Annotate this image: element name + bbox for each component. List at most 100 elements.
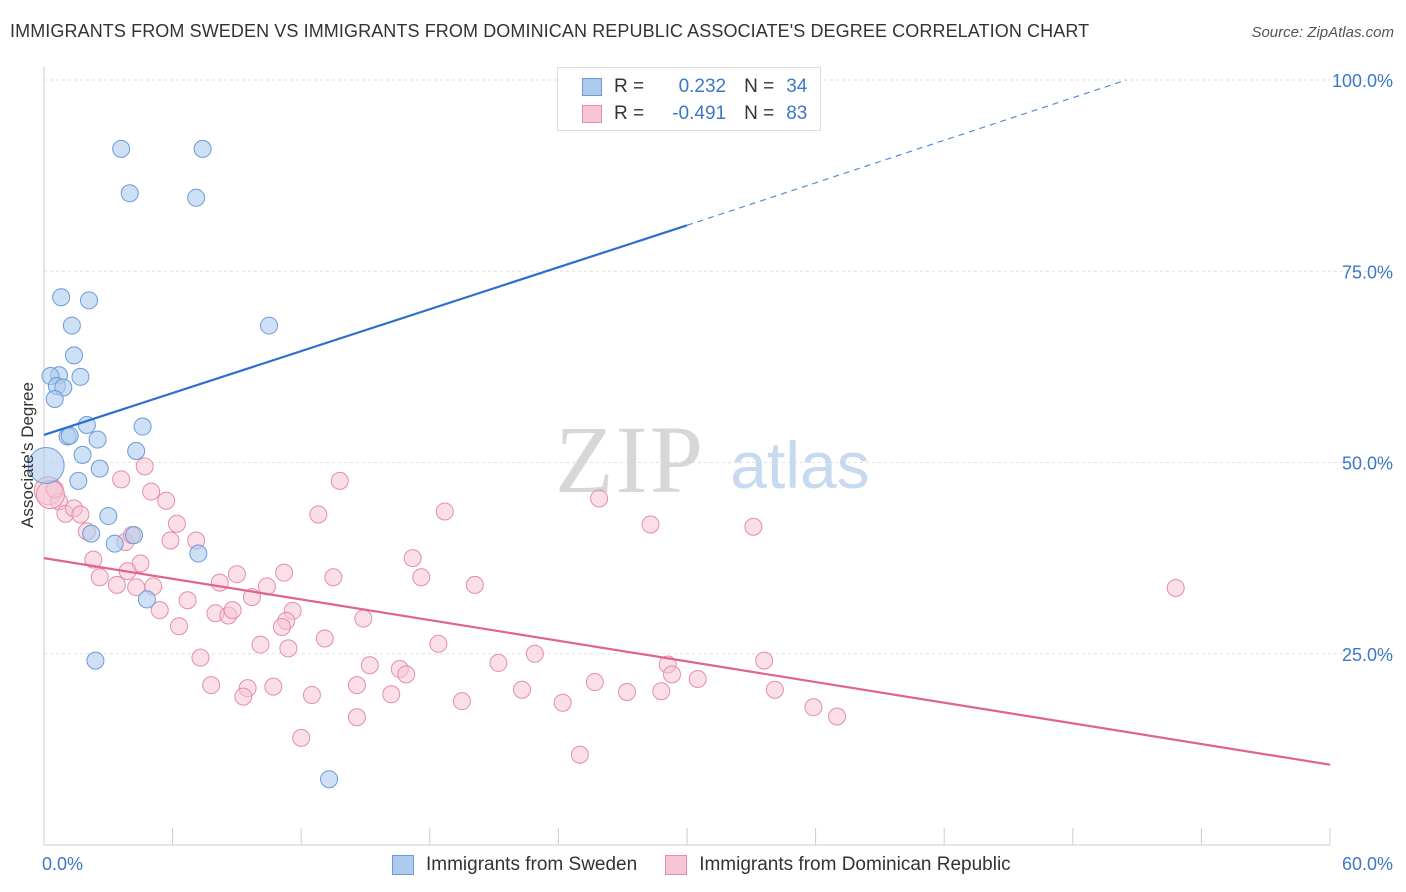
sweden-point (62, 316, 81, 335)
source-label: Source: ZipAtlas.com (1251, 24, 1394, 41)
sweden-point (65, 346, 84, 365)
sweden-r-value: 0.232 (678, 76, 727, 97)
r-label: R = (614, 103, 645, 124)
dominican-point (641, 515, 660, 534)
dominican-point (765, 680, 784, 699)
sweden-point (187, 188, 206, 207)
sweden-point (99, 507, 118, 526)
dominican-point (315, 629, 334, 648)
dominican-point (84, 550, 103, 569)
dominican-point (330, 471, 349, 490)
watermark: ZIP atlas (555, 406, 870, 513)
sweden-point (52, 288, 71, 307)
watermark-atlas: atlas (730, 428, 869, 502)
watermark-zip: ZIP (555, 406, 705, 513)
dominican-point (435, 502, 454, 521)
x-tick-label: 60.0% (1342, 854, 1393, 874)
dominican-point (347, 708, 366, 727)
dominican-point (412, 568, 431, 587)
dominican-point (1166, 578, 1185, 597)
dominican-point (403, 549, 422, 568)
dominican-point (251, 635, 270, 654)
sweden-point (27, 447, 65, 485)
legend-item-sweden: Immigrants from Sweden (392, 854, 637, 876)
legend-row-dominican: R = -0.491 N = 83 (582, 102, 807, 126)
dominican-point (178, 591, 197, 610)
dominican-point (272, 617, 291, 636)
dominican-point (360, 656, 379, 675)
sweden-trend-extension (686, 79, 1127, 226)
dominican-point (275, 563, 294, 582)
dominican-point (302, 686, 321, 705)
sweden-swatch (582, 78, 602, 96)
dominican-point (429, 634, 448, 653)
dominican-point (452, 692, 471, 711)
sweden-point (88, 430, 107, 449)
legend-item-dominican: Immigrants from Dominican Republic (665, 854, 1011, 876)
sweden-point (77, 416, 96, 435)
x-tick-label: 0.0% (42, 854, 83, 874)
sweden-trend-line (43, 224, 688, 437)
dominican-point (112, 470, 131, 489)
dominican-point (210, 573, 229, 592)
dominican-point (570, 745, 589, 764)
dominican-point (90, 568, 109, 587)
y-tick-label: 25.0% (1342, 645, 1393, 665)
sweden-point (193, 139, 212, 158)
dominican-point (585, 673, 604, 692)
dominican-point (553, 693, 572, 712)
dominican-point (279, 639, 298, 658)
sweden-point (90, 459, 109, 478)
dominican-point (167, 514, 186, 533)
legend-label-sweden: Immigrants from Sweden (426, 854, 638, 875)
sweden-point (45, 390, 64, 409)
dominican-point (489, 653, 508, 672)
dominican-point (264, 677, 283, 696)
dominican-point (127, 578, 146, 597)
dominican-point (347, 676, 366, 695)
dominican-point (292, 728, 311, 747)
dominican-point (662, 665, 681, 684)
dominican-n-value: 83 (786, 103, 808, 124)
trend-lines (43, 79, 1331, 766)
dominican-point (309, 505, 328, 524)
gridlines (44, 79, 1392, 655)
legend-label-dominican: Immigrants from Dominican Republic (699, 854, 1011, 875)
n-label: N = (744, 103, 775, 124)
sweden-point (112, 139, 131, 158)
sweden-point (133, 417, 152, 436)
series-dominican-points (33, 457, 1185, 764)
dominican-point (234, 687, 253, 706)
dominican-point (354, 609, 373, 628)
dominican-swatch (582, 105, 602, 123)
chart-title: IMMIGRANTS FROM SWEDEN VS IMMIGRANTS FRO… (10, 21, 1090, 41)
legend-row-sweden: R = 0.232 N = 34 (582, 75, 807, 99)
dominican-point (688, 669, 707, 688)
dominican-point (512, 680, 531, 699)
sweden-point (125, 526, 144, 545)
dominican-point (202, 676, 221, 695)
sweden-point (73, 445, 92, 464)
dominican-point (135, 457, 154, 476)
sweden-point (82, 524, 101, 543)
dominican-point (382, 685, 401, 704)
sweden-point (105, 534, 124, 553)
sweden-point (189, 544, 208, 563)
sweden-point (127, 442, 146, 461)
series-legend: Immigrants from Sweden Immigrants from D… (392, 852, 1039, 878)
legend-swatch-sweden (392, 855, 414, 875)
r-label: R = (614, 76, 645, 97)
correlation-legend: R = 0.232 N = 34 R = -0.491 N = 83 (557, 67, 821, 131)
sweden-point (71, 367, 90, 386)
series-sweden-points (27, 68, 606, 789)
sweden-point (69, 471, 88, 490)
dominican-point (652, 682, 671, 701)
dominican-point (465, 575, 484, 594)
y-tick-label: 75.0% (1342, 262, 1393, 282)
dominican-point (150, 601, 169, 620)
sweden-point (320, 770, 339, 789)
dominican-point (397, 665, 416, 684)
sweden-point (60, 426, 79, 445)
dominican-point (157, 491, 176, 510)
